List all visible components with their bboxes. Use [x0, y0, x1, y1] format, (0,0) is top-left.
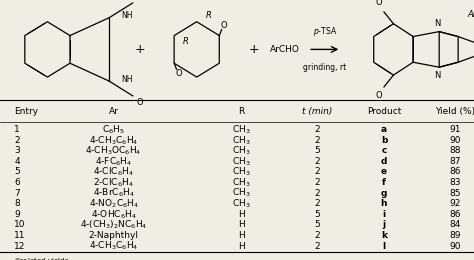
Text: N: N [434, 70, 440, 80]
Text: +: + [135, 43, 145, 56]
Text: 2: 2 [315, 231, 320, 240]
Text: 2-Naphthyl: 2-Naphthyl [89, 231, 139, 240]
Text: 2: 2 [315, 189, 320, 198]
Text: $p$-TSA: $p$-TSA [312, 25, 337, 38]
Text: 90: 90 [449, 242, 461, 251]
Text: g: g [381, 189, 387, 198]
Text: NH: NH [121, 75, 132, 83]
Text: 2: 2 [315, 136, 320, 145]
Text: 83: 83 [449, 178, 461, 187]
Text: 11: 11 [14, 231, 26, 240]
Text: O: O [221, 21, 228, 30]
Text: 5: 5 [315, 146, 320, 155]
Text: 2-ClC$_6$H$_4$: 2-ClC$_6$H$_4$ [93, 176, 134, 189]
Text: 4-OHC$_6$H$_4$: 4-OHC$_6$H$_4$ [91, 208, 137, 220]
Text: 4-CH$_3$C$_6$H$_4$: 4-CH$_3$C$_6$H$_4$ [89, 240, 138, 252]
Text: CH$_3$: CH$_3$ [232, 124, 251, 136]
Text: 2: 2 [315, 199, 320, 208]
Text: Ar: Ar [109, 107, 118, 116]
Text: R: R [183, 37, 189, 46]
Text: 4-CH$_3$C$_6$H$_4$: 4-CH$_3$C$_6$H$_4$ [89, 134, 138, 146]
Text: H: H [238, 220, 245, 229]
Text: 5: 5 [315, 210, 320, 219]
Text: Product: Product [367, 107, 401, 116]
Text: j: j [383, 220, 385, 229]
Text: O: O [376, 91, 383, 100]
Text: Ar: Ar [468, 10, 474, 19]
Text: 4: 4 [14, 157, 20, 166]
Text: H: H [238, 210, 245, 219]
Text: 87: 87 [449, 157, 461, 166]
Text: 9: 9 [14, 210, 20, 219]
Text: H: H [238, 231, 245, 240]
Text: 2: 2 [14, 136, 20, 145]
Text: e: e [381, 167, 387, 177]
Text: f: f [382, 178, 386, 187]
Text: a: a [381, 125, 387, 134]
Text: 89: 89 [449, 231, 461, 240]
Text: 2: 2 [315, 178, 320, 187]
Text: 4-FC$_6$H$_4$: 4-FC$_6$H$_4$ [95, 155, 132, 168]
Text: 85: 85 [449, 189, 461, 198]
Text: CH$_3$: CH$_3$ [232, 176, 251, 189]
Text: 4-BrC$_6$H$_4$: 4-BrC$_6$H$_4$ [93, 187, 135, 199]
Text: 2: 2 [315, 167, 320, 177]
Text: 1: 1 [14, 125, 20, 134]
Text: 86: 86 [449, 167, 461, 177]
Text: 92: 92 [449, 199, 461, 208]
Text: 4-CH$_3$OC$_6$H$_4$: 4-CH$_3$OC$_6$H$_4$ [85, 145, 142, 157]
Text: 2: 2 [315, 125, 320, 134]
Text: 6: 6 [14, 178, 20, 187]
Text: i: i [383, 210, 385, 219]
Text: k: k [381, 231, 387, 240]
Text: 8: 8 [14, 199, 20, 208]
Text: d: d [381, 157, 387, 166]
Text: O: O [137, 98, 143, 107]
Text: O: O [376, 0, 383, 8]
Text: 4-(CH$_3$)$_2$NC$_6$H$_4$: 4-(CH$_3$)$_2$NC$_6$H$_4$ [80, 219, 147, 231]
Text: Yield (%): Yield (%) [435, 107, 474, 116]
Text: H: H [238, 242, 245, 251]
Text: N: N [434, 19, 440, 28]
Text: 3: 3 [14, 146, 20, 155]
Text: l: l [383, 242, 385, 251]
Text: 2: 2 [315, 242, 320, 251]
Text: CH$_3$: CH$_3$ [232, 198, 251, 210]
Text: 2: 2 [315, 157, 320, 166]
Text: 7: 7 [14, 189, 20, 198]
Text: 91: 91 [449, 125, 461, 134]
Text: CH$_3$: CH$_3$ [232, 145, 251, 157]
Text: 4-NO$_2$C$_6$H$_4$: 4-NO$_2$C$_6$H$_4$ [89, 198, 139, 210]
Text: ArCHO: ArCHO [269, 45, 300, 54]
Text: 12: 12 [14, 242, 26, 251]
Text: 88: 88 [449, 146, 461, 155]
Text: NH: NH [121, 11, 132, 20]
Text: CH$_3$: CH$_3$ [232, 155, 251, 168]
Text: Entry: Entry [14, 107, 38, 116]
Text: C$_6$H$_5$: C$_6$H$_5$ [102, 124, 125, 136]
Text: R: R [238, 107, 245, 116]
Text: 5: 5 [14, 167, 20, 177]
Text: R: R [206, 11, 211, 20]
Text: CH$_3$: CH$_3$ [232, 134, 251, 146]
Text: h: h [381, 199, 387, 208]
Text: CH$_3$: CH$_3$ [232, 166, 251, 178]
Text: grinding, rt: grinding, rt [303, 63, 346, 72]
Text: O: O [137, 0, 143, 1]
Text: 5: 5 [315, 220, 320, 229]
Text: O: O [175, 69, 182, 78]
Text: c: c [381, 146, 387, 155]
Text: 4-ClC$_6$H$_4$: 4-ClC$_6$H$_4$ [93, 166, 134, 178]
Text: 90: 90 [449, 136, 461, 145]
Text: 10: 10 [14, 220, 26, 229]
Text: t (min): t (min) [302, 107, 333, 116]
Text: 84: 84 [449, 220, 461, 229]
Text: b: b [381, 136, 387, 145]
Text: $^a$Isolated yields.: $^a$Isolated yields. [14, 257, 72, 260]
Text: 86: 86 [449, 210, 461, 219]
Text: +: + [248, 43, 259, 56]
Text: CH$_3$: CH$_3$ [232, 187, 251, 199]
